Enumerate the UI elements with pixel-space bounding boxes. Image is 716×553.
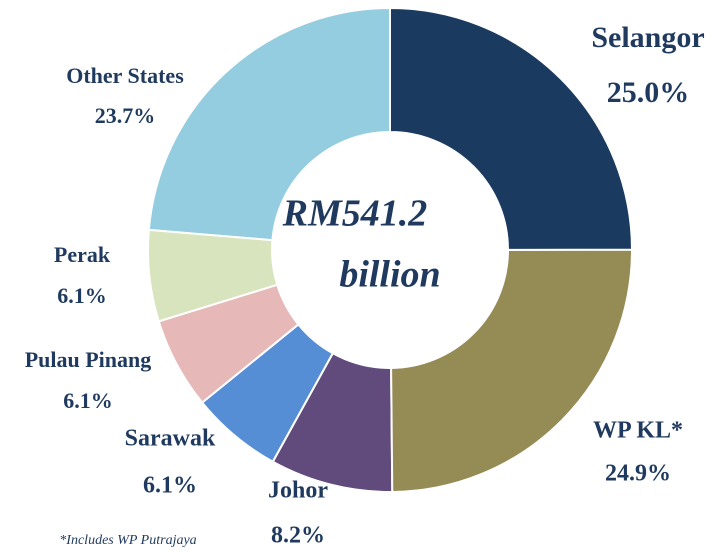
slice-value: 25.0%	[607, 76, 690, 109]
donut-slice	[157, 283, 300, 405]
donut-slice	[271, 351, 394, 493]
slice-value: 23.7%	[95, 103, 156, 128]
center-label: RM541.2	[282, 193, 428, 235]
donut-slice	[390, 248, 634, 493]
slice-value: 8.2%	[271, 523, 325, 549]
slice-name: Other States	[66, 63, 184, 88]
slice-name: Pulau Pinang	[25, 347, 152, 372]
slice-name: Perak	[54, 242, 111, 267]
center-label: billion	[339, 254, 440, 296]
slice-value: 24.9%	[605, 461, 671, 487]
slice-value: 6.1%	[143, 473, 197, 499]
donut-slice	[147, 6, 391, 242]
slice-name: Selangor	[591, 21, 704, 54]
slice-value: 6.1%	[63, 388, 113, 413]
donut-slice	[200, 323, 335, 464]
slice-name: Sarawak	[125, 426, 216, 452]
donut-slice	[389, 6, 634, 251]
slice-value: 6.1%	[57, 283, 107, 308]
slice-name: WP KL*	[593, 418, 683, 444]
donut-slice	[147, 228, 279, 323]
footnote: *Includes WP Putrajaya	[59, 533, 196, 548]
